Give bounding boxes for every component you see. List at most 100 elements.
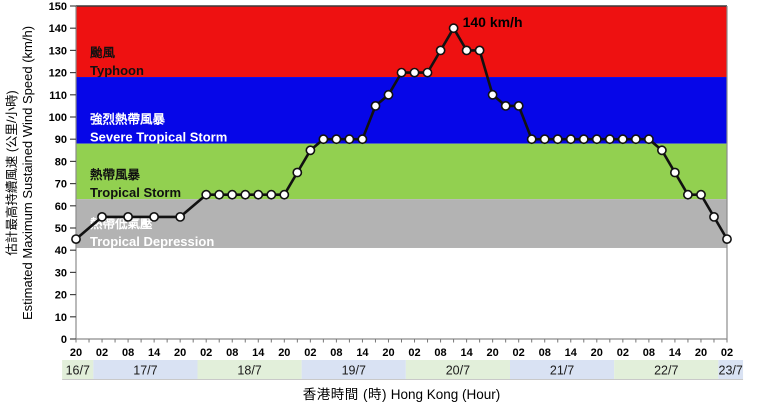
date-strip: 16/7 17/7 18/7 19/7 20/7 21/7 22/7 23/7 <box>62 360 744 380</box>
y-tick-label: 140 <box>49 23 67 35</box>
data-point-marker <box>175 211 186 222</box>
data-point-marker <box>123 211 134 222</box>
date-label: 22/7 <box>654 364 678 378</box>
data-point-marker <box>474 45 485 56</box>
data-point-marker <box>318 134 329 145</box>
data-point-marker <box>357 134 368 145</box>
data-point-marker <box>631 134 641 145</box>
x-tick-label: 20 <box>695 347 707 359</box>
date-cell-20-7 <box>405 360 510 379</box>
data-point-marker <box>409 67 420 78</box>
x-tick-label: 20 <box>174 347 186 359</box>
x-tick-label: 08 <box>539 347 551 359</box>
data-point-marker <box>722 234 732 244</box>
data-point-marker <box>240 189 251 200</box>
y-axis-label: 估計最高持續風速 (公里/小時) Estimated Maximum Susta… <box>4 0 38 353</box>
data-point-marker <box>383 89 394 100</box>
x-tick-label: 08 <box>226 347 238 359</box>
data-point-marker <box>526 134 537 145</box>
x-axis-title: 香港時間 (時) Hong Kong (Hour) <box>76 383 727 403</box>
peak-annotation: 140 km/h <box>463 14 523 30</box>
data-point-marker <box>448 23 459 34</box>
data-point-marker <box>487 89 498 100</box>
classification-bands: 颱風 Typhoon 強烈熱帶風暴 Severe Tropical Storm 熱帶風暴… <box>76 6 727 249</box>
y-tick-label: 130 <box>49 45 67 57</box>
x-axis-title-zh: 香港時間 (時) <box>302 387 387 402</box>
x-tick-label: 02 <box>721 347 733 359</box>
data-point-marker <box>461 45 472 56</box>
date-label: 20/7 <box>446 364 470 378</box>
band-label-en: Severe Tropical Storm <box>90 130 227 145</box>
data-point-marker <box>97 211 107 222</box>
data-point-marker <box>604 134 615 145</box>
date-label: 19/7 <box>342 364 366 378</box>
data-point-marker <box>500 101 511 111</box>
data-point-marker <box>683 189 693 200</box>
date-label: 23/7 <box>719 364 743 378</box>
date-label: 17/7 <box>133 364 157 378</box>
data-point-marker <box>513 101 524 111</box>
data-point-marker <box>201 189 212 200</box>
data-point-marker <box>344 134 355 145</box>
data-point-marker <box>71 234 81 244</box>
data-point-marker <box>305 145 316 156</box>
x-tick-label: 14 <box>669 347 682 359</box>
data-point-marker <box>670 167 680 178</box>
x-tick-label: 02 <box>304 347 316 359</box>
data-point-marker <box>657 145 667 156</box>
x-tick-label: 14 <box>148 347 161 359</box>
band-label-zh: 熱帶風暴 <box>90 167 141 182</box>
wind-speed-line <box>74 26 729 241</box>
x-tick-label: 20 <box>278 347 290 359</box>
y-axis-label-en: Estimated Maximum Sustained Wind Speed (… <box>20 25 35 321</box>
y-tick-label: 10 <box>55 312 67 324</box>
y-tick-label: 20 <box>55 290 67 302</box>
x-tick-label: 02 <box>513 347 525 359</box>
date-label: 21/7 <box>550 364 574 378</box>
x-tick-label: 14 <box>565 347 578 359</box>
y-axis-label-zh: 估計最高持續風速 (公里/小時) <box>5 90 19 256</box>
y-tick-label: 110 <box>49 90 67 102</box>
date-cell-22-7 <box>614 360 719 379</box>
date-cell-19-7 <box>301 360 406 379</box>
band-tropical-storm <box>76 143 727 200</box>
y-tick-label: 50 <box>55 223 67 235</box>
data-point-marker <box>331 134 342 145</box>
x-tick-label: 20 <box>70 347 82 359</box>
data-point-marker <box>370 101 381 111</box>
data-point-marker <box>591 134 602 145</box>
series-estimated-max-sustained-wind-speed: 140 km/h <box>71 14 732 244</box>
band-tropical-depression <box>76 199 727 248</box>
date-cell-18-7 <box>197 360 302 379</box>
y-tick-label: 70 <box>55 179 67 191</box>
y-tick-label: 120 <box>49 68 67 80</box>
y-tick-label: 150 <box>49 1 67 13</box>
x-tick-label: 08 <box>643 347 655 359</box>
data-point-marker <box>266 189 277 200</box>
x-tick-label: 08 <box>330 347 342 359</box>
date-cell-17-7 <box>93 360 198 379</box>
data-point-marker <box>539 134 550 145</box>
data-point-marker <box>214 189 225 200</box>
band-severe-tropical-storm <box>76 77 727 144</box>
date-cell-21-7 <box>510 360 615 379</box>
y-tick-label: 60 <box>55 201 67 213</box>
data-point-marker <box>578 134 589 145</box>
x-tick-label: 20 <box>591 347 603 359</box>
date-label: 18/7 <box>237 364 261 378</box>
x-tick-label: 20 <box>487 347 499 359</box>
date-cell-23-7 <box>718 360 744 379</box>
band-label-en: Tropical Depression <box>90 234 214 249</box>
data-point-marker <box>552 134 563 145</box>
data-point-marker <box>396 67 407 78</box>
x-tick-label: 14 <box>460 347 473 359</box>
data-point-marker <box>149 211 159 222</box>
band-label-en: Tropical Storm <box>90 185 181 200</box>
data-point-marker <box>617 134 628 145</box>
band-label-zh: 颱風 <box>90 45 116 60</box>
data-point-marker <box>292 167 303 178</box>
x-tick-label: 14 <box>252 347 265 359</box>
date-cell-16-7 <box>62 360 94 379</box>
data-point-marker <box>435 45 446 56</box>
